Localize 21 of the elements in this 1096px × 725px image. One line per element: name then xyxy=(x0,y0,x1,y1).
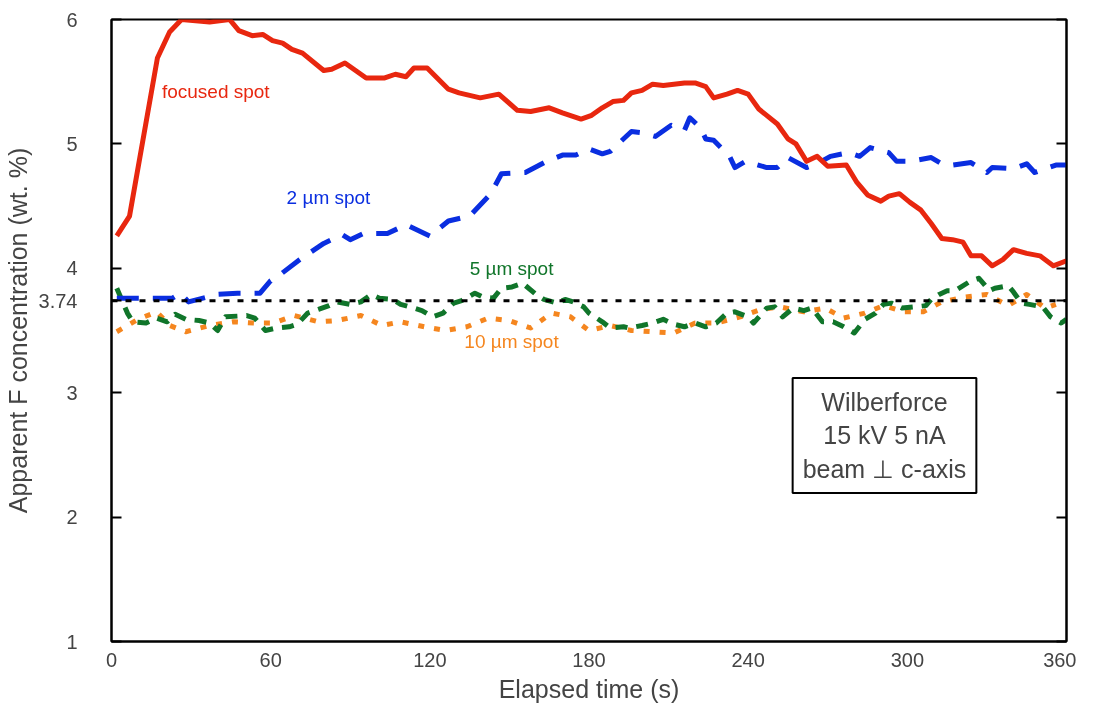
y-tick-label: 4 xyxy=(66,257,78,280)
y-tick-label: 2 xyxy=(66,506,78,529)
ref-line-label: 3.74 xyxy=(38,289,78,312)
x-tick-label: 300 xyxy=(890,648,925,671)
x-tick-label: 120 xyxy=(413,648,447,671)
y-tick-label: 3 xyxy=(66,381,78,404)
series-label: 10 µm spot xyxy=(464,331,560,353)
annotation: Wilberforce 15 kV 5 nA beam ⊥ c-axis xyxy=(802,387,967,484)
y-axis-title: Apparent F concentration (wt. %) xyxy=(3,147,32,514)
y-tick-label: 6 xyxy=(66,8,78,31)
y-tick-label: 5 xyxy=(66,132,78,155)
series-label: 2 µm spot xyxy=(286,186,372,208)
series-label: 5 µm spot xyxy=(469,257,555,279)
x-tick-label: 0 xyxy=(105,648,118,671)
x-tick-label: 180 xyxy=(572,648,606,671)
x-tick-label: 360 xyxy=(1043,648,1077,671)
x-axis-title: Elapsed time (s) xyxy=(498,674,680,703)
x-tick-label: 240 xyxy=(731,648,765,671)
series-label: focused spot xyxy=(161,81,271,103)
y-tick-label: 1 xyxy=(66,630,78,653)
x-tick-label: 60 xyxy=(259,648,282,671)
